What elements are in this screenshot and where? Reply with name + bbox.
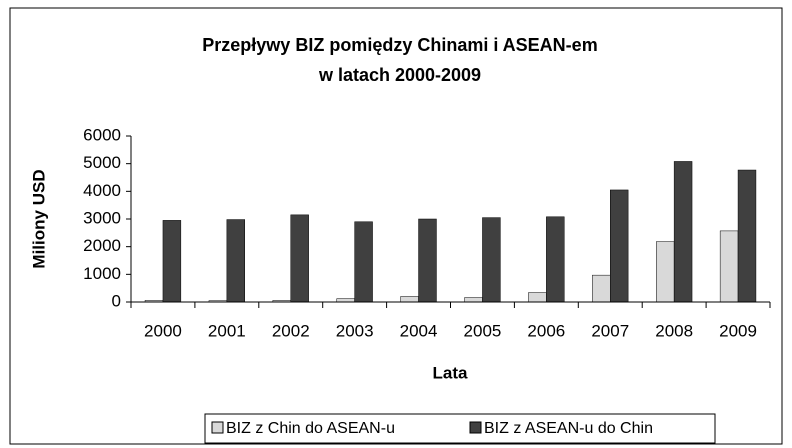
x-tick-label: 2002 [272, 321, 310, 340]
bar [656, 241, 675, 303]
x-tick-label: 2008 [655, 321, 693, 340]
chart-frame [9, 7, 783, 445]
x-tick-label: 2001 [208, 321, 246, 340]
y-axis-title: Miliony USD [29, 169, 48, 268]
bar [290, 214, 309, 303]
legend-label: BIZ z ASEAN-u do Chin [484, 420, 653, 437]
y-tick-label: 4000 [83, 181, 121, 200]
y-tick-label: 2000 [83, 236, 121, 255]
bar [610, 189, 629, 303]
bar [482, 217, 501, 303]
bar [464, 297, 483, 303]
legend-swatch [469, 421, 482, 434]
x-tick-label: 2009 [719, 321, 757, 340]
x-axis-title: Lata [433, 363, 469, 382]
chart-title: Przepływy BIZ pomiędzy Chinami i ASEAN-e… [202, 35, 597, 55]
bar [400, 296, 419, 303]
bar [546, 216, 565, 303]
x-tick-label: 2004 [400, 321, 438, 340]
y-tick-label: 5000 [83, 153, 121, 172]
chart-title: w latach 2000-2009 [318, 65, 481, 85]
bar [528, 292, 547, 303]
y-tick-label: 1000 [83, 264, 121, 283]
bar [226, 219, 245, 303]
legend-box [204, 413, 716, 444]
y-tick-label: 0 [112, 291, 121, 310]
bar [418, 218, 437, 303]
legend-swatch [211, 421, 224, 434]
bar [354, 221, 373, 303]
x-tick-label: 2000 [144, 321, 182, 340]
x-tick-label: 2005 [464, 321, 502, 340]
y-tick-label: 3000 [83, 208, 121, 227]
bar [592, 274, 611, 303]
bar [737, 169, 757, 303]
bar [162, 220, 182, 303]
y-tick-label: 6000 [83, 125, 121, 144]
bar [719, 230, 739, 303]
legend-label: BIZ z Chin do ASEAN-u [226, 420, 395, 437]
x-tick-label: 2007 [591, 321, 629, 340]
x-tick-label: 2006 [527, 321, 565, 340]
bar [673, 161, 693, 303]
x-tick-label: 2003 [336, 321, 374, 340]
